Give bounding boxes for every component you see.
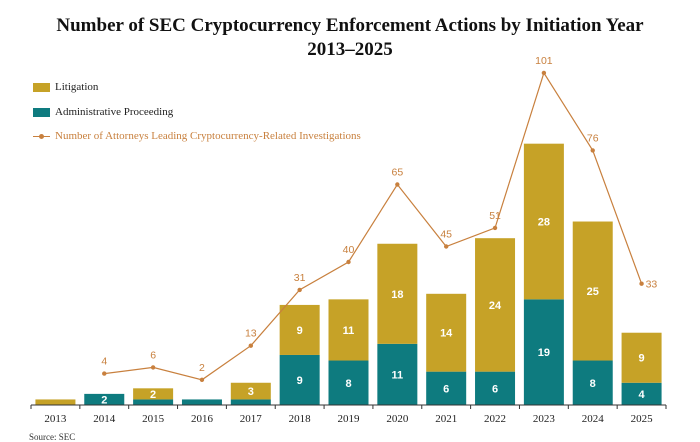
line-attorneys bbox=[104, 71, 643, 381]
bar-label-administrative-2020: 11 bbox=[392, 369, 404, 381]
chart-title: Number of SEC Cryptocurrency Enforcement… bbox=[56, 15, 644, 36]
legend-label-attorneys: Number of Attorneys Leading Cryptocurren… bbox=[55, 130, 361, 142]
bar-administrative-2022 bbox=[475, 371, 516, 405]
bar-administrative-2017 bbox=[230, 399, 271, 405]
bar-label-litigation-2024: 25 bbox=[587, 286, 599, 298]
bar-litigation-2024 bbox=[572, 221, 613, 361]
line-point-2020 bbox=[395, 182, 400, 187]
legend-item-administrative: Administrative Proceeding bbox=[33, 106, 173, 118]
line-point-2023 bbox=[541, 70, 547, 76]
line-label-2021: 45 bbox=[440, 229, 452, 241]
bar-litigation-2019 bbox=[328, 299, 369, 361]
line-label-2014: 4 bbox=[101, 356, 107, 368]
bar-administrative-2020 bbox=[377, 343, 418, 405]
line-point-2014 bbox=[102, 371, 107, 376]
bar-label-administrative-2023: 19 bbox=[538, 347, 550, 359]
line-label-2019: 40 bbox=[343, 244, 355, 256]
x-tick-label-2019: 2019 bbox=[338, 413, 361, 425]
bar-label-administrative-2019: 8 bbox=[345, 378, 351, 390]
legend-item-litigation: Litigation bbox=[33, 81, 98, 93]
bar-administrative-2023 bbox=[523, 299, 564, 405]
bar-label-administrative-2021: 6 bbox=[443, 383, 449, 395]
x-tick-label-2020: 2020 bbox=[386, 413, 409, 425]
bar-label-litigation-2020: 18 bbox=[391, 289, 403, 301]
legend-swatch-litigation bbox=[33, 82, 50, 92]
bar-litigation-2021 bbox=[426, 293, 467, 372]
line-label-2024: 76 bbox=[587, 132, 599, 144]
bar-label-administrative-2018: 9 bbox=[297, 375, 303, 387]
bar-administrative-2014 bbox=[84, 393, 125, 405]
chart-subtitle: 2013–2025 bbox=[307, 39, 393, 60]
line-label-2018: 31 bbox=[294, 272, 306, 284]
bar-litigation-2022 bbox=[475, 238, 516, 372]
line-point-2024 bbox=[590, 148, 595, 153]
line-point-2018 bbox=[297, 287, 302, 293]
line-point-2021 bbox=[443, 244, 449, 249]
legend-label-administrative: Administrative Proceeding bbox=[55, 106, 174, 118]
bar-label-litigation-2015: 2 bbox=[150, 389, 156, 401]
bar-administrative-2024 bbox=[572, 360, 613, 405]
line-point-2019 bbox=[346, 259, 351, 265]
bar-litigation-2015 bbox=[133, 388, 174, 400]
line-label-2015: 6 bbox=[150, 349, 156, 361]
bar-label-administrative-2022: 6 bbox=[492, 383, 498, 395]
bar-litigation-2013 bbox=[35, 399, 76, 405]
line-label-2020: 65 bbox=[392, 167, 404, 179]
bar-litigation-2020 bbox=[377, 243, 418, 344]
x-tick-label-2024: 2024 bbox=[582, 413, 605, 425]
x-tick-label-2025: 2025 bbox=[631, 413, 654, 425]
bar-administrative-2018 bbox=[279, 354, 320, 405]
bar-label-administrative-2025: 4 bbox=[639, 389, 646, 401]
line-label-2016: 2 bbox=[199, 362, 205, 374]
bar-administrative-2019 bbox=[328, 360, 369, 405]
legend-label-litigation: Litigation bbox=[55, 81, 99, 93]
bar-label-litigation-2023: 28 bbox=[538, 217, 550, 229]
bar-litigation-2017 bbox=[230, 382, 271, 400]
x-tick-label-2014: 2014 bbox=[93, 413, 116, 425]
bar-litigation-2018 bbox=[279, 304, 320, 355]
legend-swatch-administrative bbox=[33, 107, 50, 117]
line-label-2022: 51 bbox=[489, 210, 501, 222]
bar-label-litigation-2018: 9 bbox=[297, 325, 303, 337]
x-tick-label-2016: 2016 bbox=[191, 413, 214, 425]
bar-administrative-2016 bbox=[181, 399, 222, 405]
line-point-2022 bbox=[492, 225, 498, 231]
bar-label-litigation-2022: 24 bbox=[489, 300, 502, 312]
line-point-2016 bbox=[199, 377, 205, 382]
x-tick-label-2017: 2017 bbox=[240, 413, 263, 425]
bar-label-administrative-2014: 2 bbox=[101, 394, 107, 406]
legend-item-attorneys: Number of Attorneys Leading Cryptocurren… bbox=[33, 130, 361, 142]
line-point-2017 bbox=[248, 343, 254, 348]
x-tick-label-2015: 2015 bbox=[142, 413, 165, 425]
x-tick-label-2013: 2013 bbox=[44, 413, 67, 425]
x-tick-label-2023: 2023 bbox=[533, 413, 556, 425]
bar-label-litigation-2017: 3 bbox=[248, 386, 254, 398]
bar-litigation-2023 bbox=[523, 143, 564, 300]
line-label-2023: 101 bbox=[535, 55, 553, 67]
bar-administrative-2015 bbox=[133, 399, 174, 405]
bar-label-litigation-2021: 14 bbox=[440, 328, 453, 340]
bar-administrative-2025 bbox=[621, 382, 662, 405]
legend-swatch-attorneys bbox=[33, 132, 50, 141]
x-tick-label-2021: 2021 bbox=[435, 413, 457, 425]
x-tick-label-2018: 2018 bbox=[289, 413, 312, 425]
bar-administrative-2021 bbox=[426, 371, 467, 405]
line-point-2025 bbox=[639, 281, 644, 286]
line-label-2025: 33 bbox=[646, 279, 658, 291]
line-label-2017: 13 bbox=[245, 328, 257, 340]
line-point-2015 bbox=[150, 365, 156, 370]
bar-label-administrative-2024: 8 bbox=[590, 378, 596, 390]
source-note: Source: SEC bbox=[29, 432, 76, 442]
bar-label-litigation-2019: 11 bbox=[343, 325, 355, 337]
bar-label-litigation-2025: 9 bbox=[639, 353, 645, 365]
bar-litigation-2025 bbox=[621, 332, 662, 383]
x-tick-label-2022: 2022 bbox=[484, 413, 506, 425]
